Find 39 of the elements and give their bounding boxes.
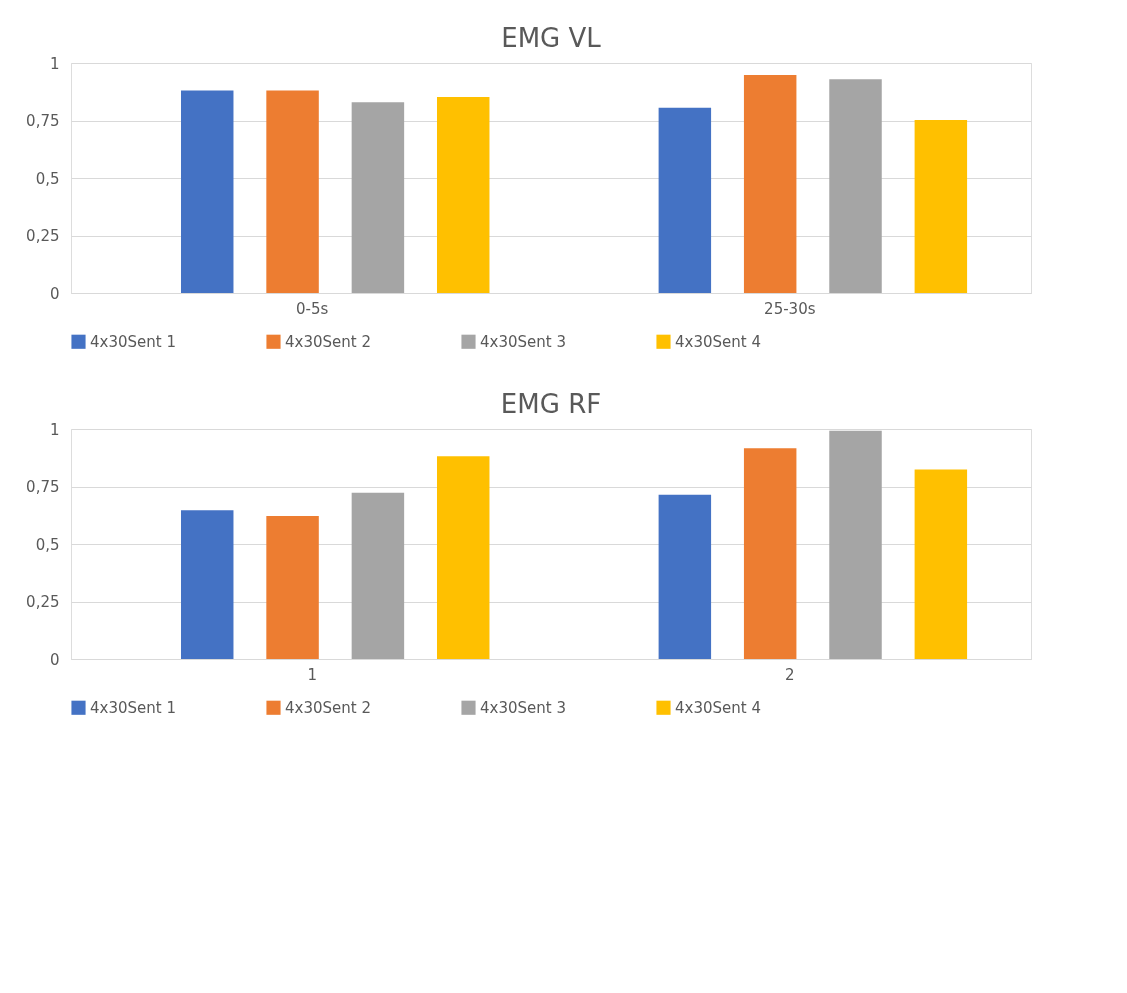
x-tick-label: 0-5s <box>296 299 329 318</box>
chart-title: EMG VL <box>501 23 602 53</box>
y-tick-label: 0 <box>49 284 60 303</box>
legend-label: 4x30Sent 4 <box>675 332 761 351</box>
legend-label: 4x30Sent 1 <box>90 332 176 351</box>
legend-label: 4x30Sent 2 <box>285 332 371 351</box>
y-tick-label: 0,5 <box>35 535 60 554</box>
chart-title: EMG RF <box>500 389 602 419</box>
legend-label: 4x30Sent 3 <box>480 698 566 717</box>
legend-label: 4x30Sent 2 <box>285 698 371 717</box>
bar <box>829 430 882 659</box>
bar <box>743 448 797 659</box>
bar <box>351 102 405 293</box>
legend-label: 4x30Sent 3 <box>480 332 566 351</box>
y-tick-label: 0,75 <box>26 112 60 130</box>
bar <box>914 469 968 659</box>
bar <box>436 456 490 659</box>
y-tick-label: 0,25 <box>26 593 60 611</box>
y-tick-label: 0 <box>49 650 60 669</box>
legend-label: 4x30Sent 4 <box>675 698 761 717</box>
bar <box>829 79 882 293</box>
bar <box>180 90 234 293</box>
bar <box>658 494 712 659</box>
x-tick-label: 25-30s <box>764 299 816 318</box>
bar <box>351 492 405 659</box>
bar <box>743 74 797 293</box>
bar <box>436 97 490 293</box>
x-tick-label: 2 <box>785 665 795 684</box>
y-tick-label: 1 <box>49 420 60 439</box>
legend-label: 4x30Sent 1 <box>90 698 176 717</box>
bar <box>658 107 712 293</box>
y-tick-label: 0,25 <box>26 227 60 245</box>
y-tick-label: 0,75 <box>26 478 60 496</box>
bar <box>266 515 319 659</box>
y-tick-label: 0,5 <box>35 169 60 188</box>
bar <box>266 90 319 293</box>
y-tick-label: 1 <box>49 54 60 73</box>
bar <box>914 120 968 293</box>
bar <box>180 510 234 659</box>
